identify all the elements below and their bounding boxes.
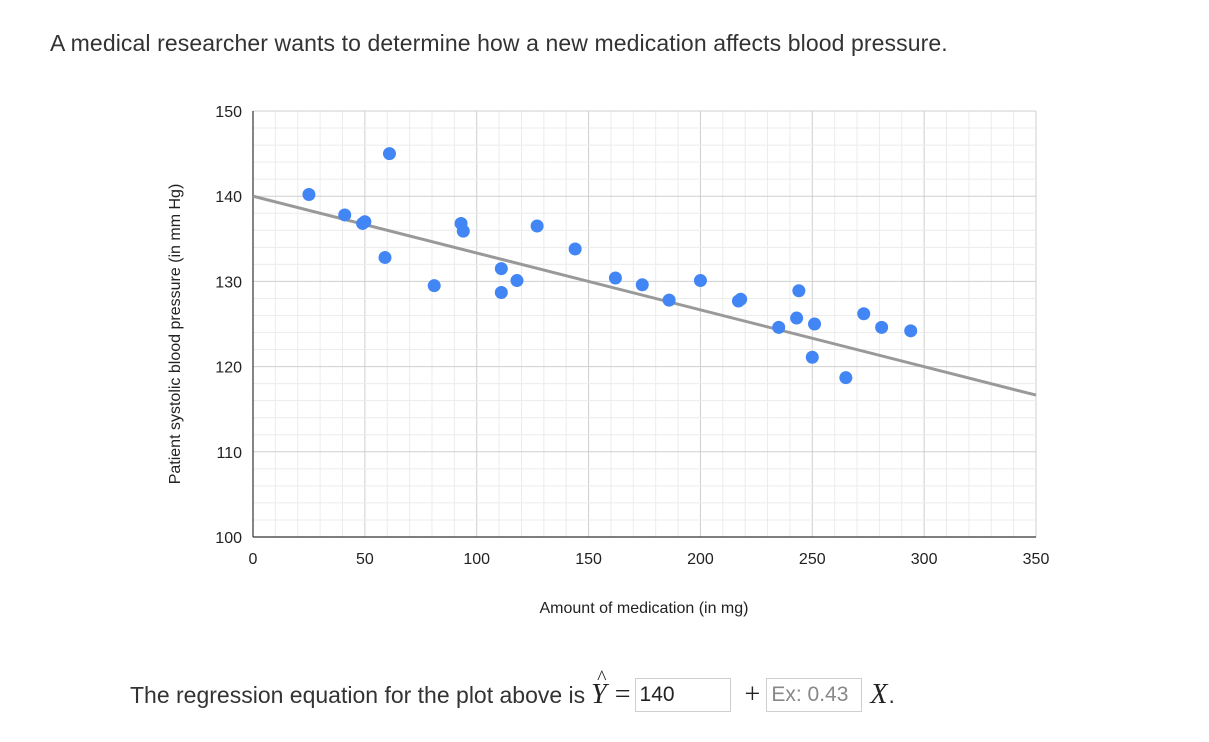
y-tick-label: 120: [215, 360, 242, 377]
x-tick-label: 300: [911, 551, 938, 568]
y-tick-label: 140: [215, 189, 242, 206]
x-tick-label: 50: [356, 551, 374, 568]
y-hat-letter: Y: [591, 679, 607, 710]
data-point: [530, 219, 544, 233]
data-point: [693, 274, 707, 288]
data-point: [608, 271, 622, 285]
x-tick-label: 100: [463, 551, 490, 568]
data-point: [839, 371, 853, 385]
y-hat-symbol: Y ^: [591, 667, 607, 711]
data-point: [338, 208, 352, 222]
data-point: [857, 307, 871, 321]
trendline-layer: [252, 194, 1037, 397]
intercept-input[interactable]: [634, 678, 731, 712]
data-point: [510, 274, 524, 288]
data-point: [734, 292, 748, 306]
x-tick-label: 200: [687, 551, 714, 568]
data-point: [358, 215, 372, 229]
data-point: [494, 262, 508, 276]
data-point: [790, 311, 804, 325]
data-point: [302, 187, 316, 201]
x-tick-label: 350: [1023, 551, 1050, 568]
scatter-chart: 0 50 100 150 200 250 300 350100110120130140150 …: [167, 104, 1049, 617]
data-point: [904, 324, 918, 338]
data-points: [302, 147, 918, 385]
x-variable: X: [870, 679, 888, 710]
data-point: [494, 285, 508, 299]
regression-equation: The regression equation for the plot abo…: [130, 667, 895, 712]
y-tick-label: 110: [216, 445, 242, 462]
y-tick-label: 150: [215, 104, 242, 121]
data-point: [427, 279, 441, 293]
y-axis-title: Patient systolic blood pressure (in mm H…: [167, 184, 184, 485]
tick-labels: 0 50 100 150 200 250 300 350 100 110 120 130 140 150: [215, 104, 1049, 568]
data-point: [456, 224, 470, 238]
regression-trendline: [252, 194, 1037, 397]
equals-sign: =: [614, 679, 631, 710]
data-point: [772, 320, 786, 334]
data-point: [662, 293, 676, 307]
x-tick-label: 150: [575, 551, 602, 568]
hat-mark: ^: [597, 667, 607, 689]
data-point: [382, 147, 396, 161]
data-point: [792, 284, 806, 298]
y-tick-label: 130: [215, 274, 242, 291]
equation-text: The regression equation for the plot abo…: [130, 681, 586, 708]
data-point: [805, 350, 819, 364]
data-point: [875, 320, 889, 334]
data-point: [378, 251, 392, 265]
data-point: [635, 278, 649, 292]
slope-input[interactable]: [766, 678, 863, 712]
data-point: [568, 242, 582, 256]
question-prompt: A medical researcher wants to determine …: [50, 30, 948, 56]
x-tick-label: 0: [249, 551, 258, 568]
y-tick-label: 100: [215, 530, 242, 547]
x-axis-title: Amount of medication (in mg): [540, 600, 749, 617]
plus-sign: +: [744, 679, 761, 710]
equation-period: .: [888, 681, 895, 708]
x-tick-label: 250: [799, 551, 826, 568]
chart-axes: [252, 111, 1036, 538]
chart-grid: [252, 110, 1037, 538]
data-point: [808, 317, 822, 331]
